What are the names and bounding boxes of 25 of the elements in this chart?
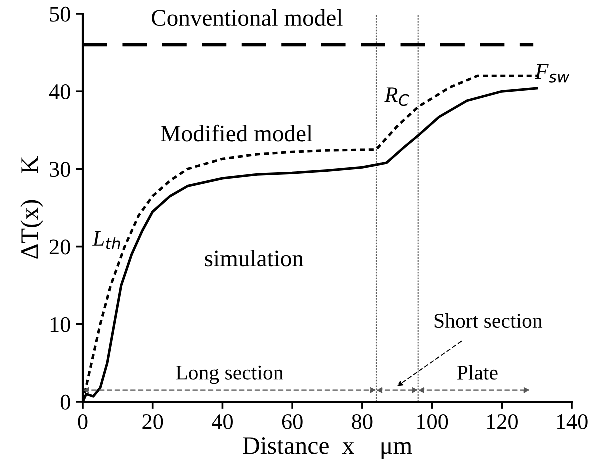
x-tick-label: 120 <box>487 414 518 430</box>
annotation: Plate <box>457 365 498 380</box>
series-label: Conventional model <box>152 10 343 26</box>
x-tick-label: 0 <box>78 414 88 430</box>
annotation: L$_{th}$ <box>92 231 120 250</box>
y-axis-title: ΔT(x) K <box>20 156 44 259</box>
x-tick-label: 140 <box>557 414 588 430</box>
annotation: R$_{C}$ <box>384 88 410 106</box>
x-tick-label: 20 <box>142 414 164 430</box>
y-tick-label: 30 <box>50 162 70 178</box>
y-tick-label: 40 <box>49 84 70 100</box>
x-tick-label: 40 <box>212 414 233 430</box>
text: simulation <box>205 250 304 267</box>
x-axis-title: Distance x μm <box>243 438 412 460</box>
y-tick-label: 20 <box>50 240 70 255</box>
x-tick-label: 60 <box>282 414 303 430</box>
annotation: Short section <box>434 313 543 328</box>
y-tick-label: 0 <box>60 394 70 410</box>
series-label: Modified model <box>160 124 313 142</box>
x-tick-label: 100 <box>418 414 448 430</box>
y-tick-label: 10 <box>50 317 70 332</box>
x-tick-label: 80 <box>352 414 373 430</box>
y-tick-label: 50 <box>50 6 70 22</box>
annotation: Long section <box>176 366 284 384</box>
annotation: F$_{sw}$ <box>535 64 570 83</box>
